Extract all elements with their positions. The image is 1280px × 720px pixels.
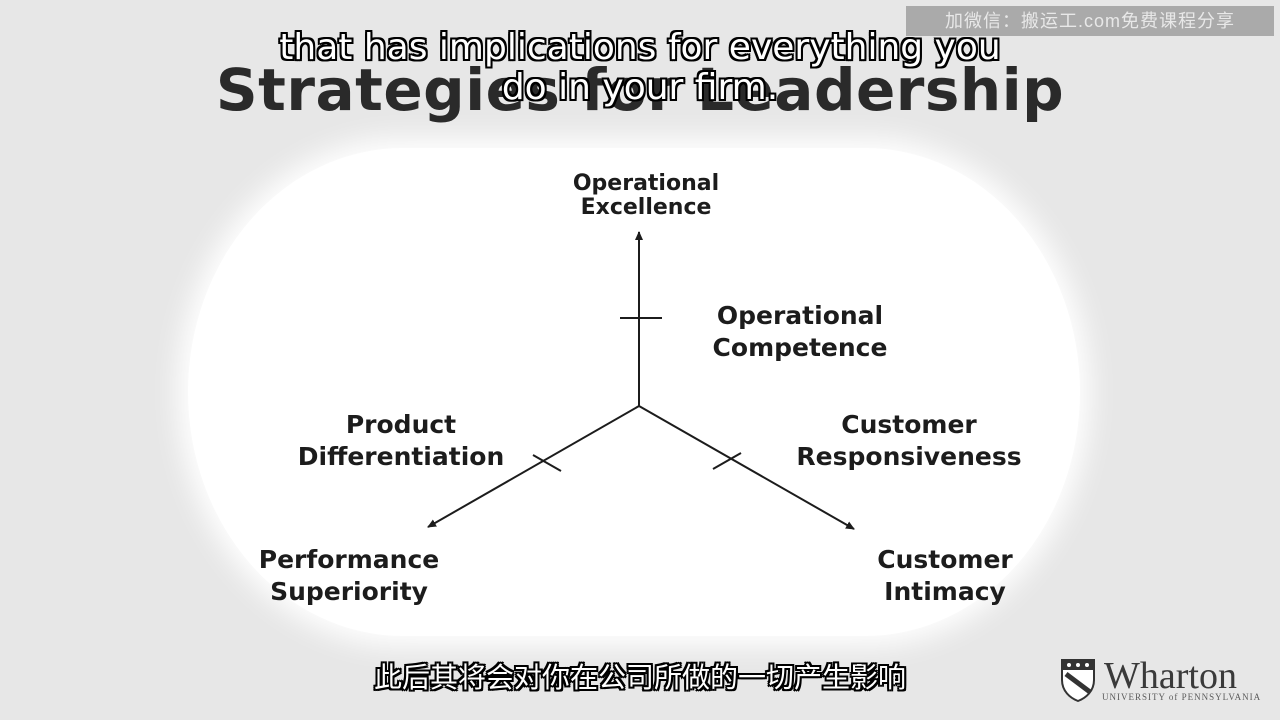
axis-customer — [638, 405, 855, 530]
logo-wordmark: Wharton — [1104, 655, 1237, 697]
label-customer-intimacy: Customer Intimacy — [877, 545, 1013, 606]
caption-english-line-2: do in your firm. — [501, 67, 779, 108]
diagram-panel — [188, 148, 1080, 636]
axis-product — [427, 405, 640, 528]
tick-product — [532, 454, 562, 472]
penn-shield-icon — [1061, 659, 1095, 702]
tick-customer — [712, 452, 742, 470]
label-operational-competence: Operational Competence — [712, 301, 888, 362]
label-performance-superiority: Performance Superiority — [258, 545, 440, 606]
slide-title: Strategies for Leadership — [215, 56, 1065, 124]
logo-subtitle: UNIVERSITY of PENNSYLVANIA — [1102, 692, 1262, 702]
label-customer-responsiveness: Customer Responsiveness — [796, 410, 1022, 471]
label-product-differentiation: Product Differentiation — [297, 410, 505, 471]
label-operational-excellence: Operational Excellence — [572, 171, 720, 220]
caption-english-line-1: that has implications for everything you — [279, 27, 1001, 68]
watermark-banner: 加微信：搬运工.com免费课程分享 — [906, 6, 1274, 36]
caption-chinese: 此后其将会对你在公司所做的一切产生影响 — [373, 661, 906, 694]
wharton-logo: Wharton UNIVERSITY of PENNSYLVANIA — [1058, 655, 1260, 706]
